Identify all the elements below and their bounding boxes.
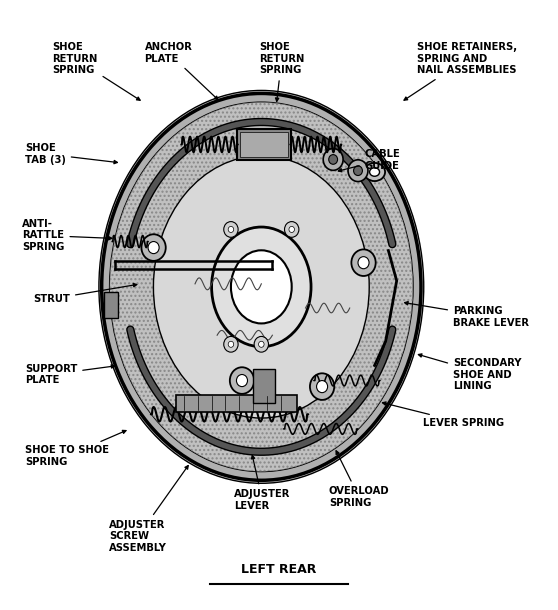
Ellipse shape xyxy=(364,163,385,181)
Circle shape xyxy=(230,367,254,394)
Bar xyxy=(176,395,297,412)
Circle shape xyxy=(254,337,268,352)
Text: SHOE TO SHOE
SPRING: SHOE TO SHOE SPRING xyxy=(25,431,126,467)
Circle shape xyxy=(224,221,238,237)
Text: ADJUSTER
SCREW
ASSEMBLY: ADJUSTER SCREW ASSEMBLY xyxy=(109,465,188,553)
Circle shape xyxy=(141,234,166,261)
Ellipse shape xyxy=(102,93,421,480)
Ellipse shape xyxy=(153,156,369,418)
Circle shape xyxy=(224,337,238,352)
Circle shape xyxy=(237,375,248,387)
Circle shape xyxy=(228,226,234,232)
Text: SECONDARY
SHOE AND
LINING: SECONDARY SHOE AND LINING xyxy=(418,354,522,391)
Circle shape xyxy=(354,166,362,176)
Ellipse shape xyxy=(369,168,379,176)
Circle shape xyxy=(310,373,334,400)
Bar xyxy=(104,292,118,318)
Text: OVERLOAD
SPRING: OVERLOAD SPRING xyxy=(329,451,389,508)
Text: ANTI-
RATTLE
SPRING: ANTI- RATTLE SPRING xyxy=(22,219,112,252)
Ellipse shape xyxy=(99,90,424,483)
Text: PARKING
BRAKE LEVER: PARKING BRAKE LEVER xyxy=(405,301,529,328)
Text: SUPPORT
PLATE: SUPPORT PLATE xyxy=(25,364,114,386)
Text: ADJUSTER
LEVER: ADJUSTER LEVER xyxy=(234,455,291,511)
Ellipse shape xyxy=(110,102,413,471)
Text: STRUT: STRUT xyxy=(33,284,137,304)
Ellipse shape xyxy=(231,250,292,323)
Text: CABLE
GUIDE: CABLE GUIDE xyxy=(338,149,401,172)
Text: SHOE RETAINERS,
SPRING AND
NAIL ASSEMBLIES: SHOE RETAINERS, SPRING AND NAIL ASSEMBLI… xyxy=(404,42,517,100)
FancyBboxPatch shape xyxy=(237,129,291,160)
Circle shape xyxy=(228,341,234,347)
Text: SHOE
TAB (3): SHOE TAB (3) xyxy=(25,143,117,165)
Circle shape xyxy=(316,381,328,393)
Text: LEVER SPRING: LEVER SPRING xyxy=(382,402,504,428)
Ellipse shape xyxy=(110,102,413,471)
Text: SHOE
RETURN
SPRING: SHOE RETURN SPRING xyxy=(52,42,140,100)
Text: ANCHOR
PLATE: ANCHOR PLATE xyxy=(145,42,218,99)
Circle shape xyxy=(358,257,369,269)
Bar xyxy=(253,369,275,403)
Circle shape xyxy=(329,154,338,164)
Text: LEFT REAR: LEFT REAR xyxy=(241,563,317,576)
Circle shape xyxy=(258,341,264,347)
Circle shape xyxy=(285,221,299,237)
Circle shape xyxy=(352,249,376,276)
FancyBboxPatch shape xyxy=(240,132,288,157)
Text: SHOE
RETURN
SPRING: SHOE RETURN SPRING xyxy=(259,42,305,101)
Circle shape xyxy=(289,226,295,232)
Ellipse shape xyxy=(211,227,311,346)
Circle shape xyxy=(323,149,343,170)
Circle shape xyxy=(148,242,159,254)
Circle shape xyxy=(348,160,368,182)
